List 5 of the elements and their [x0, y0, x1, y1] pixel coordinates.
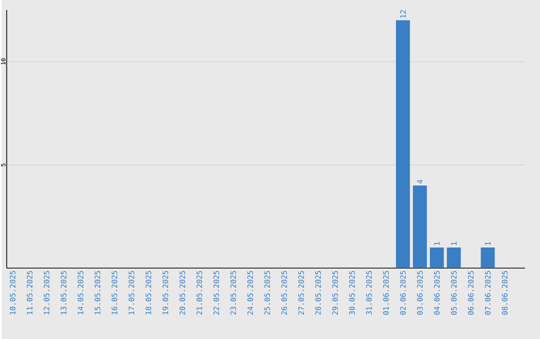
bar — [480, 248, 495, 268]
bar — [396, 20, 410, 268]
bar — [430, 248, 444, 268]
bar — [412, 186, 427, 268]
bar — [446, 248, 461, 268]
